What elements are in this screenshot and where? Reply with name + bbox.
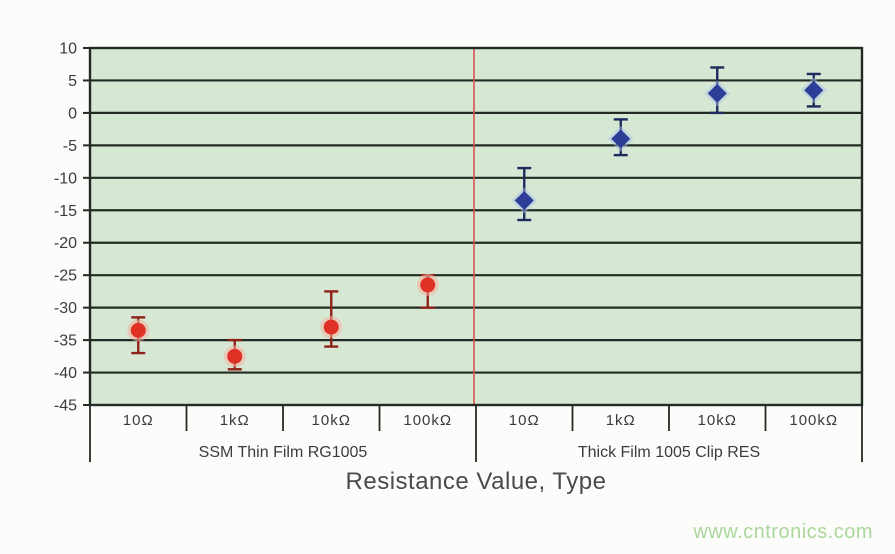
y-tick-label: -45 xyxy=(54,398,77,415)
data-point-circle xyxy=(227,348,243,364)
x-category-label: 100kΩ xyxy=(789,412,838,429)
data-point-circle xyxy=(323,319,339,335)
y-tick-label: 5 xyxy=(68,73,77,90)
y-tick-label: -10 xyxy=(54,170,77,187)
x-group-label: Thick Film 1005 Clip RES xyxy=(578,444,760,461)
x-category-label: 10kΩ xyxy=(698,412,737,429)
x-axis-title: Resistance Value, Type xyxy=(345,468,607,495)
x-category-label: 10Ω xyxy=(509,412,540,429)
y-tick-label: -30 xyxy=(54,300,77,317)
data-point-circle xyxy=(420,277,436,293)
x-category-label: 1kΩ xyxy=(220,412,250,429)
plot-area xyxy=(90,48,862,405)
data-point-diamond xyxy=(611,129,631,149)
y-tick-label: -15 xyxy=(54,203,77,220)
x-category-label: 10kΩ xyxy=(312,412,351,429)
y-tick-label: 0 xyxy=(68,105,77,122)
x-category-label: 1kΩ xyxy=(606,412,636,429)
watermark-text: www.cntronics.com xyxy=(693,521,873,543)
x-category-label: 100kΩ xyxy=(403,412,452,429)
y-tick-label: -40 xyxy=(54,365,77,382)
y-tick-label: -25 xyxy=(54,268,77,285)
y-tick-label: 10 xyxy=(59,41,77,58)
y-tick-label: -20 xyxy=(54,235,77,252)
y-tick-label: -5 xyxy=(63,138,77,155)
x-category-label: 10Ω xyxy=(123,412,154,429)
data-point-diamond xyxy=(707,83,727,103)
y-tick-label: -35 xyxy=(54,333,77,350)
data-point-diamond xyxy=(804,80,824,100)
data-point-diamond xyxy=(514,191,534,211)
x-group-label: SSM Thin Film RG1005 xyxy=(199,444,368,461)
data-point-circle xyxy=(130,322,146,338)
